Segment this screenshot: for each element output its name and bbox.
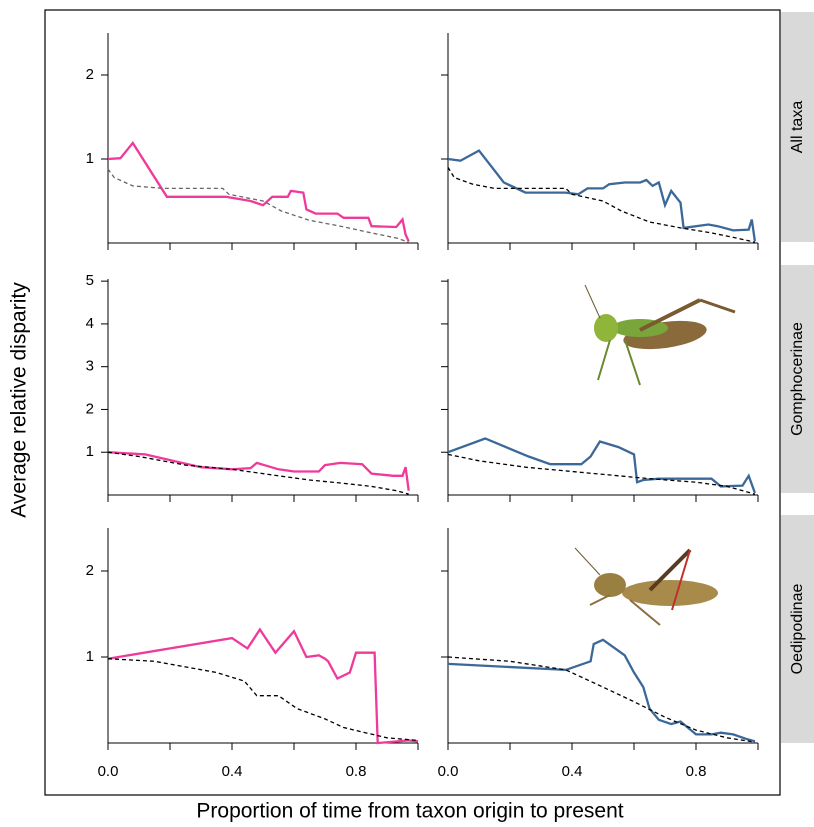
strip-label: All taxa [789, 101, 806, 154]
y-tick-label: 4 [86, 315, 94, 332]
strip [781, 12, 814, 242]
x-tick-label: 0.8 [346, 763, 367, 780]
expected-line [447, 453, 756, 495]
observed-line [107, 627, 419, 745]
strip-label: Oedipodinae [789, 584, 806, 675]
x-tick-label: 0.0 [98, 763, 119, 780]
x-tick-label: 0.4 [562, 763, 583, 780]
x-axis-title: Proportion of time from taxon origin to … [196, 800, 623, 823]
observed-line [447, 149, 757, 242]
plot-frame [44, 9, 781, 796]
expected-line [447, 167, 756, 243]
y-tick-label: 1 [86, 443, 94, 460]
y-axis-title: Average relative disparity [8, 282, 31, 518]
y-tick-label: 2 [86, 400, 94, 417]
expected-line [107, 168, 409, 243]
y-tick-label: 1 [86, 648, 94, 665]
strip [781, 515, 814, 743]
expected-line [107, 451, 409, 495]
grasshopper-illustration [574, 284, 736, 626]
y-tick-label: 5 [86, 272, 94, 289]
x-tick-label: 0.4 [222, 763, 243, 780]
y-tick-label: 2 [86, 562, 94, 579]
y-tick-label: 3 [86, 358, 94, 375]
strip [781, 265, 814, 493]
y-tick-label: 1 [86, 150, 94, 167]
strip-label: Gomphocerinae [789, 322, 806, 436]
expected-line [107, 658, 419, 742]
observed-line [447, 638, 756, 743]
observed-line [107, 451, 410, 491]
x-tick-label: 0.0 [438, 763, 459, 780]
x-tick-label: 0.8 [686, 763, 707, 780]
expected-line [447, 656, 755, 743]
observed-line [107, 141, 410, 242]
y-tick-label: 2 [86, 66, 94, 83]
observed-line [447, 437, 756, 494]
